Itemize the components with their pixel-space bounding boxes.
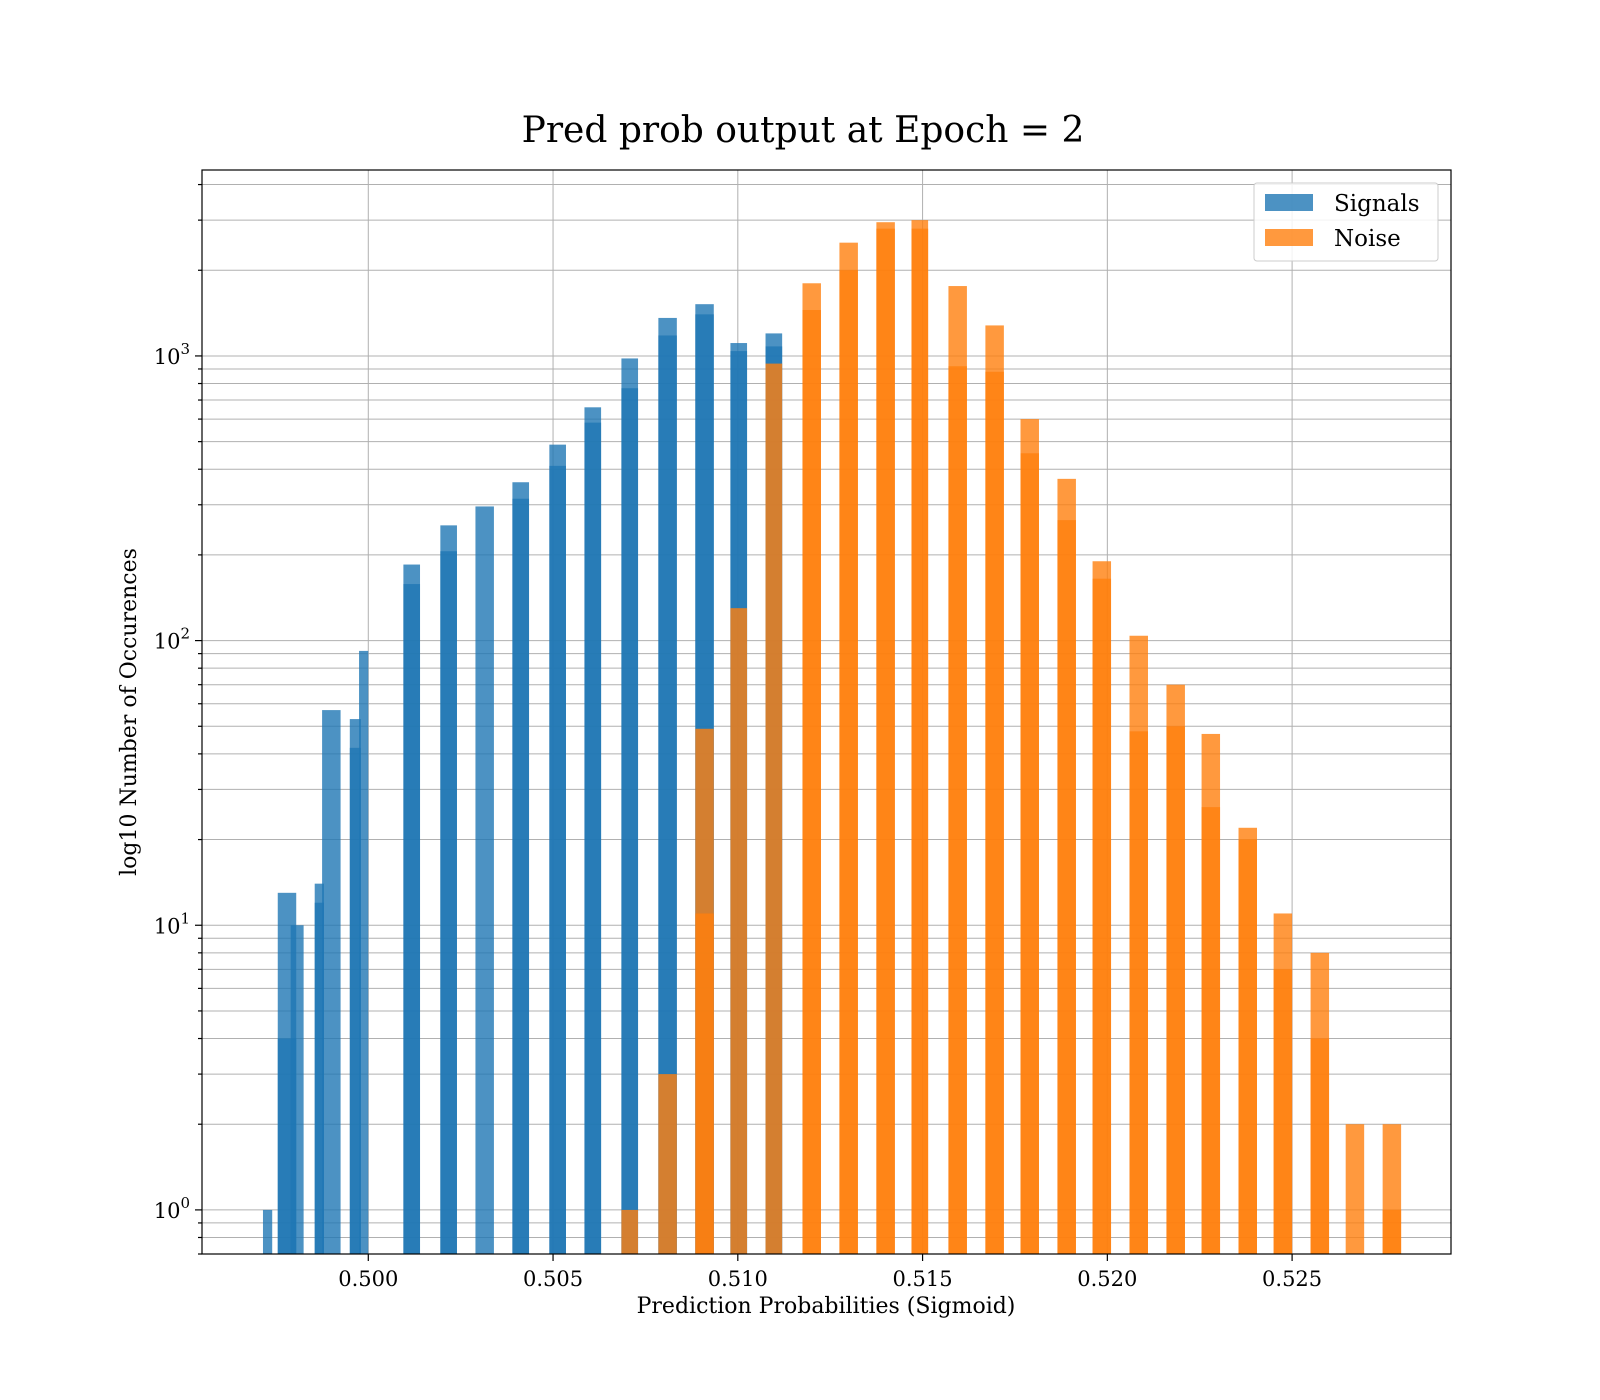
bar-noise [621, 1209, 639, 1254]
bar-noise [1345, 1124, 1365, 1254]
bar-noise [948, 366, 967, 1254]
legend-swatch-noise [1265, 229, 1313, 246]
bar-signals [440, 551, 457, 1254]
bar-noise [658, 1074, 677, 1254]
bar-noise [985, 371, 1004, 1254]
x-tick-label: 0.500 [338, 1267, 398, 1291]
x-tick-label: 0.515 [893, 1267, 953, 1291]
bar-noise [730, 608, 748, 1254]
bar-noise [1201, 807, 1221, 1254]
bar-noise [1020, 453, 1039, 1254]
bar-signals [584, 422, 602, 1254]
x-tick-label: 0.525 [1262, 1267, 1322, 1291]
bars [262, 220, 1402, 1255]
bar-noise [1057, 520, 1076, 1254]
bar-signals [621, 388, 639, 1254]
bar-signals [322, 710, 341, 1254]
bar-signals [512, 498, 530, 1254]
legend-label-noise: Noise [1334, 226, 1401, 252]
bar-signals [475, 506, 494, 1254]
bar-noise [1238, 839, 1257, 1254]
x-tick-label: 0.520 [1077, 1267, 1137, 1291]
bar-noise [802, 310, 821, 1254]
bar-noise [1166, 726, 1185, 1254]
chart-title: Pred prob output at Epoch = 2 [522, 110, 1085, 151]
legend: Signals Noise [1253, 182, 1439, 262]
bar-signals [349, 747, 361, 1254]
bar-noise [765, 363, 783, 1254]
plot-frame [201, 169, 1452, 1255]
legend-swatch-signals [1265, 194, 1313, 211]
y-tick-label: 101 [154, 909, 190, 938]
bar-noise [1092, 578, 1112, 1254]
bar-noise [1382, 1209, 1402, 1254]
x-axis-ticks: 0.500 0.505 0.510 0.515 0.520 0.525 [338, 1254, 1322, 1291]
y-tick-label: 102 [154, 625, 190, 654]
x-tick-label: 0.505 [523, 1267, 583, 1291]
x-tick-label: 0.510 [708, 1267, 768, 1291]
bar-signals [658, 335, 677, 1254]
bar-noise [1273, 969, 1293, 1254]
legend-label-signals: Signals [1334, 191, 1420, 217]
bar-noise [911, 228, 929, 1254]
bar-noise [876, 228, 895, 1254]
bar-signals [262, 1209, 273, 1254]
y-tick-label: 100 [154, 1194, 190, 1223]
bar-signals [403, 584, 421, 1254]
bar-signals [359, 650, 369, 1254]
y-axis-label: log10 Number of Occurences [117, 548, 142, 876]
bar-noise [695, 913, 714, 1254]
bar-noise [1310, 1038, 1330, 1254]
bar-signals [549, 465, 566, 1254]
bar-noise [839, 270, 858, 1254]
y-axis-ticks: 100 101 102 103 [154, 183, 202, 1255]
bar-signals [314, 902, 324, 1254]
y-tick-label: 103 [154, 340, 190, 369]
bar-signals [290, 925, 304, 1254]
bar-noise [1129, 731, 1148, 1254]
x-axis-label: Prediction Probabilities (Sigmoid) [637, 1294, 1016, 1319]
